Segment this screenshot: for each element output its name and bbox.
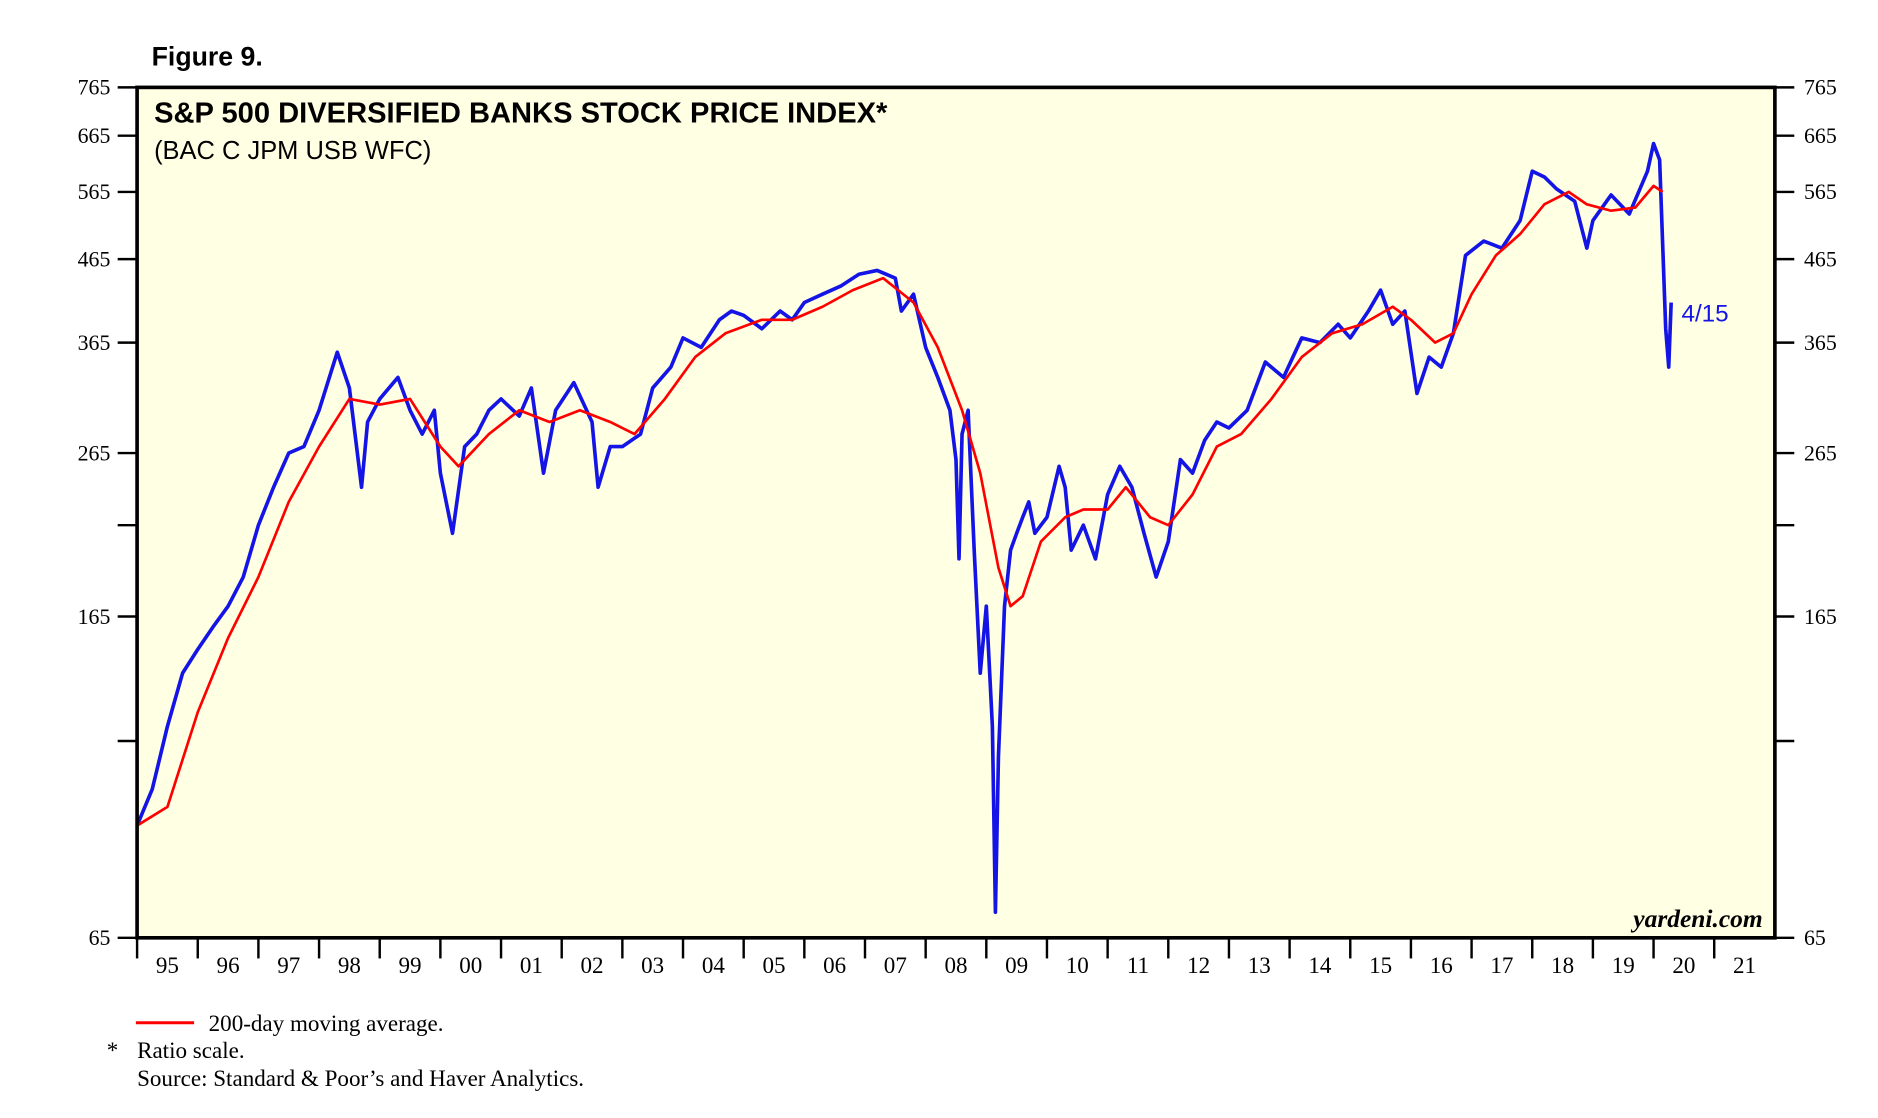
y2-tick-label: 465 xyxy=(1804,247,1837,271)
x-tick-label: 04 xyxy=(702,952,726,978)
y2-tick-label: 65 xyxy=(1804,926,1826,950)
x-tick-label: 16 xyxy=(1430,952,1453,978)
x-tick-label: 06 xyxy=(823,952,846,978)
x-tick-label: 96 xyxy=(217,952,240,978)
x-tick-label: 08 xyxy=(944,952,967,978)
source: Source: Standard & Poor’s and Haver Anal… xyxy=(137,1065,584,1091)
marks xyxy=(135,141,1673,915)
chart-subtitle: (BAC C JPM USB WFC) xyxy=(154,137,431,165)
y-tick-label: 565 xyxy=(78,180,111,204)
watermark: yardeni.com xyxy=(1630,904,1762,933)
x-tick-label: 17 xyxy=(1490,952,1513,978)
x-tick-label: 12 xyxy=(1187,952,1210,978)
legend-label: 200-day moving average. xyxy=(209,1010,444,1036)
x-tick-label: 95 xyxy=(156,952,179,978)
x-tick-label: 02 xyxy=(581,952,604,978)
x-tick-label: 03 xyxy=(641,952,664,978)
x-tick-label: 10 xyxy=(1066,952,1089,978)
x-tick-label: 97 xyxy=(277,952,300,978)
chart-title: S&P 500 DIVERSIFIED BANKS STOCK PRICE IN… xyxy=(154,98,888,130)
footnote-marker: * xyxy=(107,1037,119,1063)
x-tick-label: 18 xyxy=(1551,952,1574,978)
x-tick-label: 98 xyxy=(338,952,361,978)
end-label: 4/15 xyxy=(1681,301,1728,328)
y2-tick-label: 365 xyxy=(1804,331,1837,355)
x-tick-label: 21 xyxy=(1733,952,1756,978)
y-tick-label: 265 xyxy=(78,441,111,465)
y2-tick-label: 265 xyxy=(1804,441,1837,465)
y2-tick-label: 565 xyxy=(1804,180,1837,204)
x-tick-label: 01 xyxy=(520,952,543,978)
series-line xyxy=(136,184,1664,827)
y2-tick-label: 165 xyxy=(1804,605,1837,629)
x-tick-label: 19 xyxy=(1612,952,1635,978)
series-line xyxy=(135,141,1673,915)
x-tick-label: 05 xyxy=(762,952,785,978)
x-tick-label: 07 xyxy=(884,952,907,978)
plot-frame xyxy=(135,85,1777,940)
y-tick-label: 365 xyxy=(78,331,111,355)
y-tick-label: 465 xyxy=(78,247,111,271)
y2-tick-label: 765 xyxy=(1804,76,1837,100)
x-tick-label: 20 xyxy=(1672,952,1695,978)
x-tick-label: 00 xyxy=(459,952,482,978)
x-tick-label: 13 xyxy=(1248,952,1271,978)
y-tick-label: 765 xyxy=(78,76,111,100)
y-tick-label: 665 xyxy=(78,124,111,148)
y-tick-label: 165 xyxy=(78,605,111,629)
footnote: Ratio scale. xyxy=(137,1037,245,1063)
figure-label: Figure 9. xyxy=(152,42,263,72)
y2-tick-label: 665 xyxy=(1804,124,1837,148)
x-tick-label: 15 xyxy=(1369,952,1392,978)
y-tick-label: 65 xyxy=(89,926,111,950)
x-tick-label: 11 xyxy=(1127,952,1149,978)
x-tick-label: 14 xyxy=(1308,952,1332,978)
x-tick-label: 99 xyxy=(399,952,422,978)
x-tick-label: 09 xyxy=(1005,952,1028,978)
